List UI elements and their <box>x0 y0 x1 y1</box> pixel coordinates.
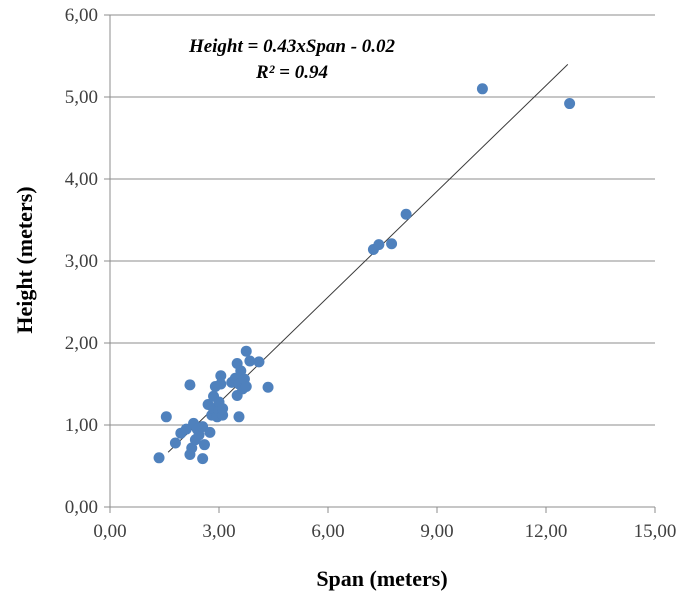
data-point <box>253 356 265 368</box>
trendline <box>167 64 569 453</box>
data-point <box>373 239 385 251</box>
x-tick-label: 6,00 <box>311 521 344 542</box>
data-point <box>564 98 576 110</box>
data-point <box>186 442 198 454</box>
data-point <box>244 355 256 367</box>
data-point <box>184 379 196 391</box>
data-point <box>160 411 172 423</box>
trendline-path <box>167 64 569 453</box>
x-tick-label: 3,00 <box>202 521 235 542</box>
data-points <box>153 83 576 465</box>
gridlines <box>110 14 655 426</box>
axes <box>104 14 656 513</box>
data-point <box>240 380 252 392</box>
data-point <box>240 345 252 357</box>
y-axis-title: Height (meters) <box>12 186 37 333</box>
data-point <box>235 365 247 377</box>
y-tick-label: 4,00 <box>65 169 98 190</box>
data-point <box>198 439 210 451</box>
data-point <box>476 83 488 95</box>
x-tick-label: 0,00 <box>93 521 126 542</box>
x-tick-label: 15,00 <box>634 521 677 542</box>
y-tick-label: 6,00 <box>65 5 98 26</box>
y-tick-labels: 0,00 1,00 2,00 3,00 4,00 5,00 6,00 <box>65 5 98 518</box>
data-point <box>233 411 245 423</box>
x-tick-label: 12,00 <box>525 521 568 542</box>
y-tick-label: 2,00 <box>65 333 98 354</box>
x-tick-label: 9,00 <box>420 521 453 542</box>
data-point <box>153 452 165 464</box>
data-point <box>204 426 216 438</box>
y-tick-label: 5,00 <box>65 87 98 108</box>
data-point <box>217 403 229 415</box>
y-tick-label: 0,00 <box>65 497 98 518</box>
y-tick-label: 3,00 <box>65 251 98 272</box>
data-point <box>169 437 181 449</box>
r-squared-label: R² = 0.94 <box>255 62 328 83</box>
y-tick-label: 1,00 <box>65 415 98 436</box>
data-point <box>215 378 227 390</box>
data-point <box>215 370 227 382</box>
x-axis-title: Span (meters) <box>316 566 447 591</box>
data-point <box>400 208 412 220</box>
data-point <box>197 453 209 465</box>
regression-equation: Height = 0.43xSpan - 0.02 <box>188 36 396 57</box>
data-point <box>193 429 205 441</box>
data-point <box>386 238 398 250</box>
x-tick-labels: 0,00 3,00 6,00 9,00 12,00 15,00 <box>93 521 676 542</box>
data-point <box>262 381 274 393</box>
